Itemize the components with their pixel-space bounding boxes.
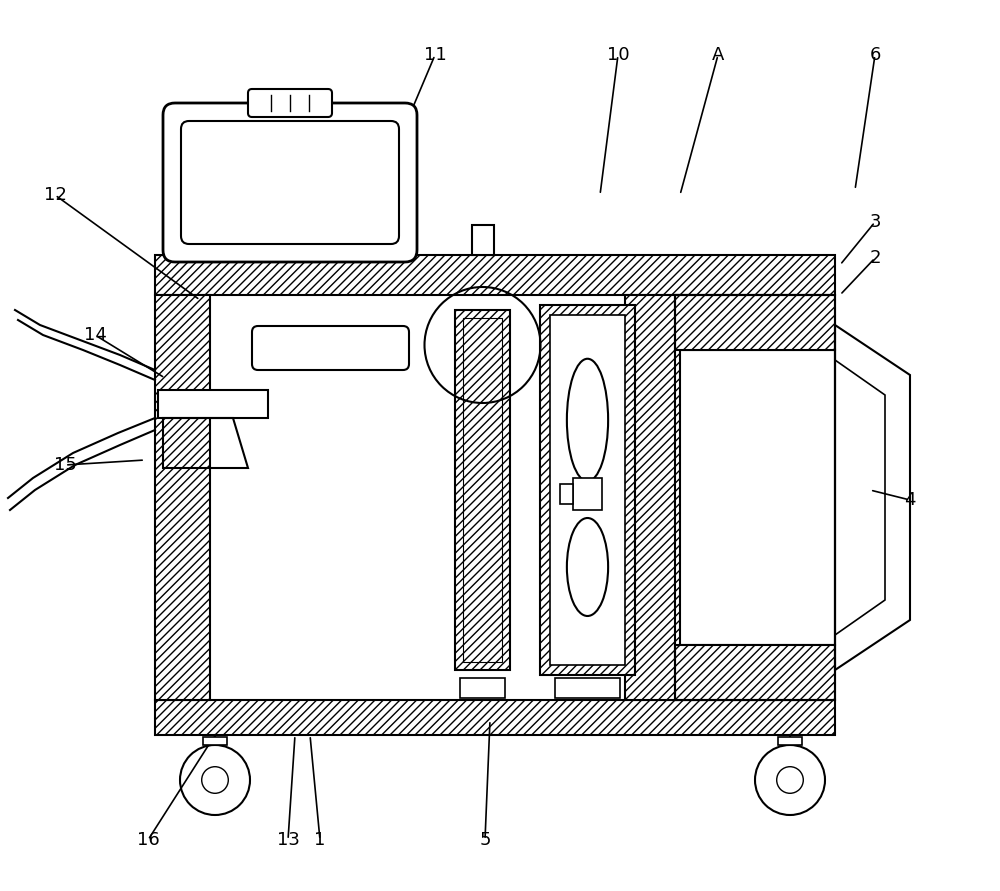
Bar <box>460 678 505 698</box>
Bar <box>625 295 680 700</box>
Bar <box>778 737 802 745</box>
Bar <box>675 350 835 645</box>
Bar <box>675 295 835 700</box>
Text: 3: 3 <box>869 213 881 231</box>
Bar <box>155 700 835 735</box>
Bar <box>675 295 835 350</box>
FancyBboxPatch shape <box>248 89 332 117</box>
Bar <box>203 737 227 745</box>
Bar <box>155 255 835 295</box>
Text: 11: 11 <box>424 46 446 64</box>
Bar <box>455 310 510 670</box>
Text: 2: 2 <box>869 249 881 267</box>
Text: 16: 16 <box>137 831 159 849</box>
Text: 6: 6 <box>869 46 881 64</box>
Bar <box>540 305 635 675</box>
Text: A: A <box>712 46 724 64</box>
Text: 10: 10 <box>607 46 629 64</box>
Text: 1: 1 <box>314 831 326 849</box>
Text: 5: 5 <box>479 831 491 849</box>
Bar <box>550 315 625 665</box>
Text: 13: 13 <box>277 831 299 849</box>
Bar <box>573 478 602 510</box>
Text: 12: 12 <box>44 186 66 204</box>
Bar <box>472 225 494 255</box>
Text: 14: 14 <box>84 326 106 344</box>
Bar <box>560 484 573 503</box>
Bar <box>158 390 268 418</box>
Bar <box>155 295 210 700</box>
Bar <box>555 678 620 698</box>
Bar <box>463 318 502 662</box>
Bar <box>675 645 835 700</box>
Text: 4: 4 <box>904 491 916 509</box>
Text: 15: 15 <box>54 456 76 474</box>
FancyBboxPatch shape <box>252 326 409 370</box>
FancyBboxPatch shape <box>181 121 399 244</box>
FancyBboxPatch shape <box>163 103 417 262</box>
